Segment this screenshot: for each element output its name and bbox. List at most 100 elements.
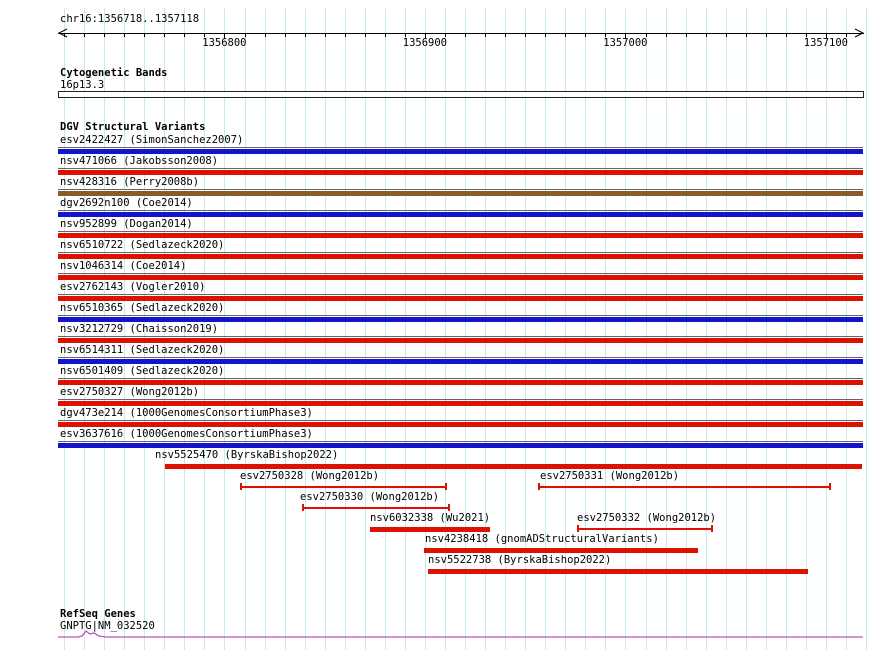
- variant-range-endcap-icon: [302, 504, 304, 511]
- ruler-tick: [685, 34, 687, 37]
- gridline: [705, 8, 707, 650]
- variant-range-endcap-icon: [577, 525, 579, 532]
- ruler-tick: [224, 34, 226, 39]
- variant-label: nsv6510365 (Sedlazeck2020): [60, 302, 225, 314]
- row-separator-line: [58, 399, 863, 400]
- refseq-track-title: RefSeq Genes: [60, 608, 136, 620]
- ruler-tick: [164, 34, 166, 37]
- gridline: [324, 8, 326, 650]
- gridline: [64, 8, 65, 650]
- gridline: [725, 8, 727, 650]
- gridline: [825, 8, 827, 650]
- gridline: [465, 8, 466, 650]
- cytoband-label: 16p13.3: [60, 79, 105, 91]
- ruler-tick: [705, 34, 707, 37]
- variant-label: esv2750330 (Wong2012b): [300, 491, 440, 503]
- ruler-tick: [445, 34, 446, 37]
- variant-bar[interactable]: [165, 464, 862, 469]
- variant-bar[interactable]: [428, 569, 808, 574]
- variant-bar[interactable]: [424, 548, 698, 553]
- variant-label: nsv3212729 (Chaisson2019): [60, 323, 219, 335]
- gridline: [104, 8, 106, 650]
- variant-label: nsv428316 (Perry2008b): [60, 176, 200, 188]
- variant-range-line[interactable]: [538, 486, 831, 488]
- gridline: [244, 8, 246, 650]
- variant-bar[interactable]: [370, 527, 490, 532]
- variant-bar[interactable]: [58, 275, 863, 280]
- ruler-tick: [465, 34, 466, 37]
- row-separator-line: [58, 294, 863, 295]
- variant-label: nsv5522738 (ByrskaBishop2022): [428, 554, 612, 566]
- ruler-tick: [264, 34, 266, 37]
- variant-range-line[interactable]: [240, 486, 447, 488]
- variant-label: nsv4238418 (gnomADStructuralVariants): [425, 533, 659, 545]
- variant-label: nsv952899 (Dogan2014): [60, 218, 193, 230]
- ruler-tick: [104, 34, 106, 37]
- refseq-gene-line[interactable]: [58, 630, 863, 638]
- gridline: [304, 8, 306, 650]
- ruler-tick: [324, 34, 326, 37]
- gridline: [505, 8, 507, 650]
- gridline: [424, 8, 426, 650]
- variant-bar[interactable]: [58, 191, 863, 196]
- row-separator-line: [58, 189, 863, 190]
- ruler-tick: [725, 34, 727, 37]
- gridline: [765, 8, 767, 650]
- variant-label: nsv6514311 (Sedlazeck2020): [60, 344, 225, 356]
- refseq-gene-label: GNPTG|NM_032520: [60, 620, 155, 632]
- ruler-tick: [84, 34, 86, 37]
- ruler-tick: [645, 34, 647, 37]
- variant-label: nsv6032338 (Wu2021): [370, 512, 491, 524]
- gridline: [124, 8, 126, 650]
- variant-bar[interactable]: [58, 212, 863, 217]
- ruler-tick: [284, 34, 286, 37]
- variant-bar[interactable]: [58, 380, 863, 385]
- gridline: [184, 8, 186, 650]
- variant-bar[interactable]: [58, 338, 863, 343]
- variant-range-endcap-icon: [240, 483, 242, 490]
- row-separator-line: [58, 336, 863, 337]
- variant-label: esv2750331 (Wong2012b): [540, 470, 680, 482]
- variant-bar[interactable]: [58, 149, 863, 154]
- ruler-tick: [244, 34, 246, 37]
- ruler-tick: [525, 34, 527, 37]
- variant-bar[interactable]: [58, 254, 863, 259]
- cytoband-rect[interactable]: [58, 91, 864, 98]
- variant-range-line[interactable]: [577, 528, 713, 530]
- ruler-tick: [344, 34, 346, 37]
- gridline: [344, 8, 346, 650]
- ruler-tick: [485, 34, 487, 37]
- row-separator-line: [58, 441, 863, 442]
- row-separator-line: [58, 420, 863, 421]
- ruler-tick: [585, 34, 587, 37]
- variant-bar[interactable]: [58, 317, 863, 322]
- variant-label: nsv6501409 (Sedlazeck2020): [60, 365, 225, 377]
- position-label: chr16:1356718..1357118: [60, 13, 200, 25]
- variant-bar[interactable]: [58, 359, 863, 364]
- ruler-tick: [665, 34, 667, 37]
- row-separator-line: [58, 273, 863, 274]
- variant-bar[interactable]: [58, 422, 863, 427]
- variant-bar[interactable]: [58, 233, 863, 238]
- gridline: [625, 8, 627, 650]
- variant-bar[interactable]: [58, 170, 863, 175]
- gridline: [866, 8, 867, 650]
- ruler-tick: [184, 34, 186, 37]
- row-separator-line: [58, 231, 863, 232]
- ruler-tick: [545, 34, 547, 37]
- gridline: [224, 8, 226, 650]
- gridline: [84, 8, 86, 650]
- variant-label: nsv6510722 (Sedlazeck2020): [60, 239, 225, 251]
- row-separator-line: [58, 315, 863, 316]
- gridline: [144, 8, 146, 650]
- variant-bar[interactable]: [58, 401, 863, 406]
- variant-bar[interactable]: [58, 296, 863, 301]
- gridline: [585, 8, 587, 650]
- ruler-tick: [805, 34, 807, 37]
- variant-label: esv2750327 (Wong2012b): [60, 386, 200, 398]
- ruler-tick: [124, 34, 126, 37]
- ruler-tick: [505, 34, 507, 37]
- variant-bar[interactable]: [58, 443, 863, 448]
- variant-range-line[interactable]: [302, 507, 450, 509]
- gridline: [204, 8, 206, 650]
